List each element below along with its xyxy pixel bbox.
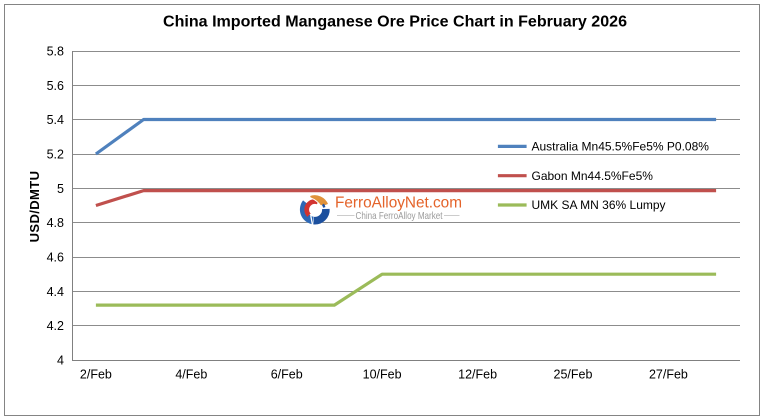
svg-text:25/Feb: 25/Feb [554,367,593,381]
svg-text:12/Feb: 12/Feb [458,367,497,381]
svg-text:Australia Mn45.5%Fe5% P0.08%: Australia Mn45.5%Fe5% P0.08% [532,140,710,154]
svg-text:5.4: 5.4 [47,113,64,127]
svg-text:27/Feb: 27/Feb [649,367,688,381]
svg-text:5.8: 5.8 [47,45,64,59]
svg-text:China Imported Manganese Ore P: China Imported Manganese Ore Price Chart… [163,14,627,31]
svg-text:4: 4 [57,354,64,368]
svg-text:4.4: 4.4 [47,285,64,299]
svg-text:4/Feb: 4/Feb [175,367,207,381]
svg-text:4.6: 4.6 [47,251,64,265]
svg-text:China FerroAlloy Market: China FerroAlloy Market [356,210,443,222]
svg-text:10/Feb: 10/Feb [363,367,402,381]
svg-text:5: 5 [57,182,64,196]
svg-text:5.6: 5.6 [47,79,64,93]
svg-text:4.2: 4.2 [47,319,64,333]
svg-text:FerroAlloyNet.com: FerroAlloyNet.com [335,195,462,212]
svg-text:2/Feb: 2/Feb [80,367,112,381]
svg-text:5.2: 5.2 [47,148,64,162]
svg-text:USD/DMTU: USD/DMTU [27,171,42,243]
svg-text:Gabon Mn44.5%Fe5%: Gabon Mn44.5%Fe5% [532,169,654,183]
svg-text:6/Feb: 6/Feb [271,367,303,381]
svg-text:UMK SA MN 36% Lumpy: UMK SA MN 36% Lumpy [532,198,666,212]
svg-text:4.8: 4.8 [47,216,64,230]
